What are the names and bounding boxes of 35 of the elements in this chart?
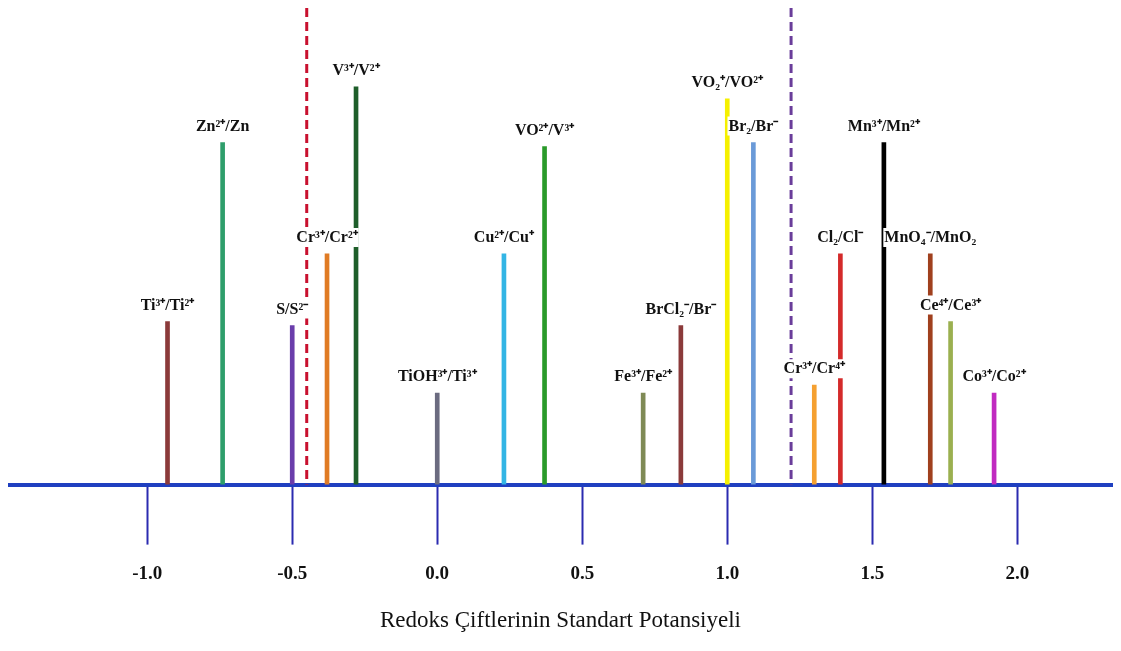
series-label: VO²⁺/V³⁺ [514,120,576,138]
bar [165,321,170,485]
bar [434,392,440,485]
x-tick-label: 1.5 [860,561,885,583]
bar [220,142,225,485]
series-label: Cr³⁺/Cr²⁺ [296,228,359,246]
series-label: V³⁺/V²⁺ [332,61,381,78]
series-label: S/S²⁻ [276,299,310,317]
x-axis-title: Redoks Çiftlerinin Standart Potansiyeli [380,607,741,633]
series-label: Co³⁺/Co²⁺ [962,367,1027,385]
x-tick-label: 0.0 [425,561,450,583]
series-label: Cl₂/Cl⁻ [817,228,865,246]
x-tick-label: -0.5 [277,561,308,583]
series-label: Ti³⁺/Ti²⁺ [140,295,196,313]
x-tick-label: 2.0 [1005,561,1030,583]
series-label: Ce⁴⁺/Ce³⁺ [919,295,983,313]
series-label: Zn²⁺/Zn [195,116,250,134]
series-label: Fe³⁺/Fe²⁺ [614,367,674,385]
series-label: TiOH³⁺/Ti³⁺ [397,367,478,385]
series-label: Cr³⁺/Cr⁴⁺ [783,359,846,377]
x-tick-label: -1.0 [132,561,163,583]
x-tick-label: 1.0 [715,561,740,583]
bar [542,146,547,485]
bar [289,325,295,485]
bar [948,321,953,485]
bar [751,142,756,485]
series-label: Mn³⁺/Mn²⁺ [847,116,921,134]
series-label: BrCl₂⁻/Br⁻ [645,299,718,317]
series-label: VO₂⁺/VO²⁺ [691,72,764,90]
bar [724,98,730,485]
series-label: Br₂/Br⁻ [728,116,780,134]
series-label: Cu²⁺/Cu⁺ [473,228,536,246]
series-label: MnO₄⁻/MnO₂ [884,228,977,246]
x-tick-label: 0.5 [570,561,595,583]
bar [811,384,817,485]
